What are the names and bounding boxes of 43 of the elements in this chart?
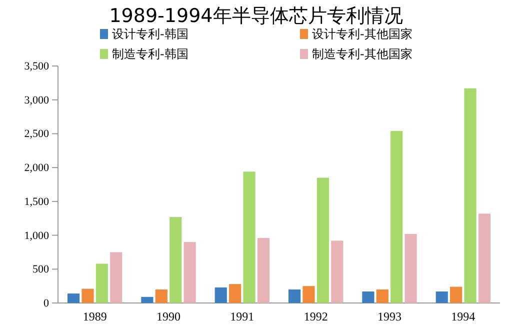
y-tick-label: 500 <box>32 264 50 276</box>
bar <box>82 288 94 303</box>
x-tick-label: 1991 <box>230 310 254 324</box>
y-tick-label: 0 <box>44 298 50 310</box>
bar <box>464 88 476 303</box>
bar <box>155 289 168 303</box>
bar <box>302 286 315 303</box>
bar <box>404 234 417 303</box>
x-tick-label: 1992 <box>304 310 328 324</box>
y-tick-label: 3,500 <box>24 60 50 73</box>
legend-label: 设计专利-其他国家 <box>312 27 412 41</box>
legend-label: 设计专利-韩国 <box>112 27 188 41</box>
bar <box>390 131 403 303</box>
bar <box>214 287 227 303</box>
legend-label: 制造专利-其他国家 <box>312 47 412 61</box>
chart-title: 1989-1994年半导体芯片专利情况 <box>109 5 403 27</box>
bar <box>362 291 374 303</box>
bar <box>243 172 256 303</box>
bar <box>478 214 491 303</box>
bar <box>141 296 154 303</box>
bar <box>316 178 329 303</box>
bar <box>184 242 196 303</box>
bar <box>450 286 462 303</box>
bar <box>96 264 108 303</box>
bar <box>376 289 388 303</box>
bar <box>170 217 182 303</box>
bar <box>229 284 242 303</box>
y-tick-label: 1,500 <box>24 196 50 208</box>
bar <box>67 294 80 303</box>
y-tick-label: 2,500 <box>24 128 50 140</box>
x-tick-label: 1993 <box>378 310 402 324</box>
bar <box>331 240 344 303</box>
bar <box>436 291 448 303</box>
x-tick-label: 1994 <box>451 310 476 324</box>
y-tick-label: 1,000 <box>24 230 50 242</box>
bar <box>257 238 270 303</box>
bar <box>288 289 301 303</box>
y-tick-label: 2,000 <box>24 162 50 174</box>
bar <box>110 252 122 303</box>
y-tick-label: 3,000 <box>24 94 50 106</box>
legend-label: 制造专利-韩国 <box>112 47 188 61</box>
x-tick-label: 1990 <box>156 310 180 324</box>
x-tick-label: 1989 <box>82 310 107 324</box>
